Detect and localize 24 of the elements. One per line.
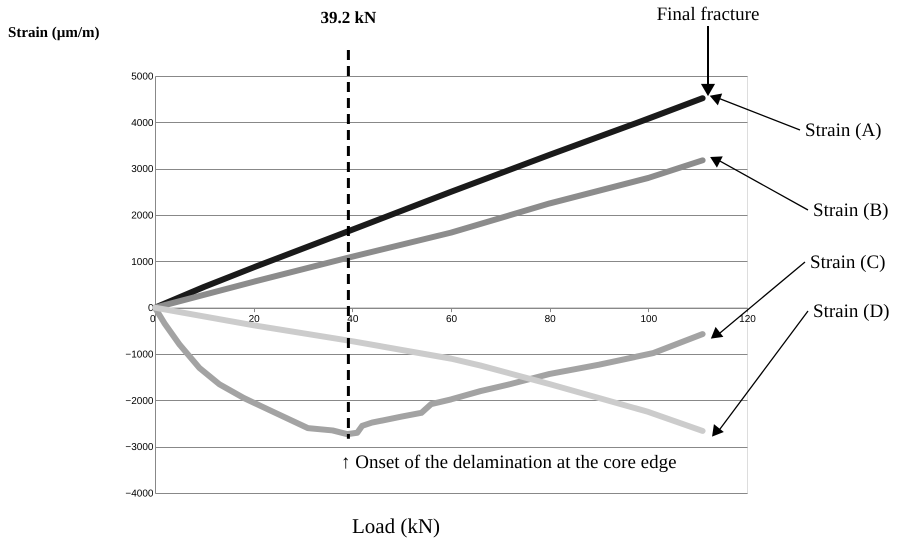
text: Strain (D) <box>813 301 890 322</box>
x-tick-label: 60 <box>446 314 458 326</box>
x-tick-label: 80 <box>544 314 556 326</box>
y-tick-label: 3000 <box>131 164 154 176</box>
y-axis-title: Strain (µm/m) <box>8 25 100 41</box>
text: Strain (C) <box>810 252 886 273</box>
y-tick-label: 4000 <box>131 118 154 129</box>
x-tick-label: 20 <box>248 314 260 326</box>
y-tick-label: 5000 <box>131 72 154 82</box>
x-axis-title: Load (kN) <box>352 514 440 538</box>
y-tick-label: −2000 <box>125 396 154 407</box>
text: Strain (B) <box>813 200 888 221</box>
ref-line-label: 39.2 kN <box>320 8 377 27</box>
x-tick-label: 100 <box>640 314 658 326</box>
y-tick-label: −1000 <box>125 350 154 360</box>
y-tick-label: 1000 <box>131 256 154 268</box>
x-tick-label: 120 <box>739 314 756 326</box>
annotation: ↑ Onset of the delamination at the core edge <box>341 452 677 473</box>
y-tick-label: −4000 <box>125 488 154 500</box>
text: Final fracture <box>656 4 760 25</box>
text: Strain (A) <box>805 120 882 141</box>
x-tick-label: 40 <box>347 314 359 326</box>
y-tick-label: −3000 <box>125 442 154 454</box>
y-tick-label: 2000 <box>131 210 154 222</box>
